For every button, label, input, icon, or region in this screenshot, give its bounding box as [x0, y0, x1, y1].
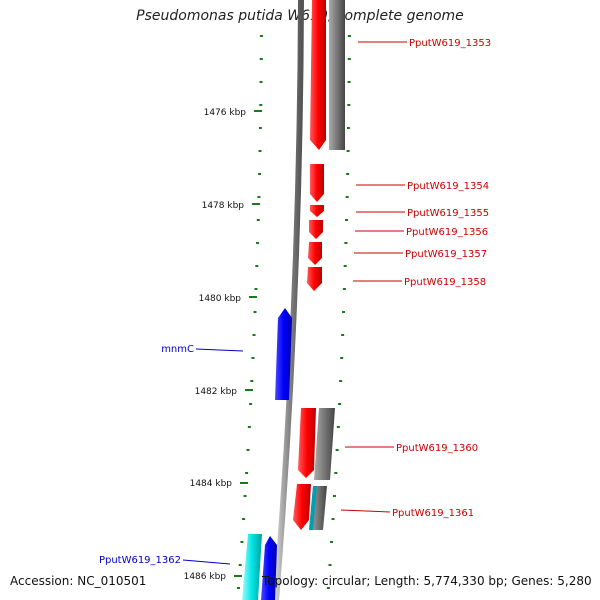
tick-label: 1478 kbp: [202, 201, 245, 211]
scale-tick: 1486 kbp: [184, 572, 242, 582]
gene-label-PputW619_1360[interactable]: PputW619_1360: [396, 443, 478, 454]
gene-feature-PputW619_1354[interactable]: [310, 164, 324, 202]
gene-label-mnmC[interactable]: mnmC: [161, 344, 194, 355]
gene-feature-mnmC[interactable]: [275, 308, 292, 400]
gene-feature-PputW619_1356[interactable]: [309, 220, 323, 239]
gene-label-PputW619_1356[interactable]: PputW619_1356: [406, 227, 488, 238]
gene-feature-PputW619_1360b[interactable]: [293, 484, 311, 530]
gene-label-PputW619_1361[interactable]: PputW619_1361: [392, 508, 474, 519]
tick-label: 1482 kbp: [195, 387, 238, 397]
tick-ring-inner: [236, 35, 263, 589]
gene-label-PputW619_1362[interactable]: PputW619_1362: [99, 555, 181, 566]
tick-label: 1484 kbp: [190, 479, 233, 489]
gene-feature-PputW619_1357[interactable]: [308, 242, 322, 265]
gene-label-PputW619_1354[interactable]: PputW619_1354: [407, 181, 489, 192]
gene-block-cyan-stripe: [309, 486, 317, 530]
gene-label-PputW619_1355[interactable]: PputW619_1355: [407, 208, 489, 219]
gene-feature-PputW619_1353[interactable]: [310, 0, 326, 150]
gene-label-PputW619_1357[interactable]: PputW619_1357: [405, 249, 487, 260]
gene-feature-blue-reverse[interactable]: [261, 536, 277, 600]
accession-text: Accession: NC_010501: [10, 574, 147, 588]
gene-label-PputW619_1358[interactable]: PputW619_1358: [404, 277, 486, 288]
gene-block-gray: [314, 408, 335, 480]
gene-block-gray: [329, 0, 345, 150]
genome-backbone: [273, 0, 304, 600]
tick-label: 1476 kbp: [204, 108, 247, 118]
scale-tick: 1478 kbp: [202, 201, 260, 211]
tick-label: 1480 kbp: [199, 294, 242, 304]
topology-text: Topology: circular; Length: 5,774,330 bp…: [262, 574, 592, 588]
tick-label: 1486 kbp: [184, 572, 227, 582]
scale-tick: 1482 kbp: [195, 387, 253, 397]
gene-feature-PputW619_1362[interactable]: [242, 534, 262, 600]
scale-tick: 1480 kbp: [199, 294, 257, 304]
scale-tick: 1476 kbp: [204, 108, 262, 118]
gene-feature-PputW619_1355[interactable]: [310, 205, 324, 217]
scale-tick: 1484 kbp: [190, 479, 248, 489]
gene-feature-PputW619_1358[interactable]: [307, 267, 322, 291]
gene-label-PputW619_1353[interactable]: PputW619_1353: [409, 38, 491, 49]
gene-feature-PputW619_1359[interactable]: [298, 408, 316, 478]
tick-ring-outer: [326, 35, 351, 589]
label-leaders: [182, 41, 407, 565]
